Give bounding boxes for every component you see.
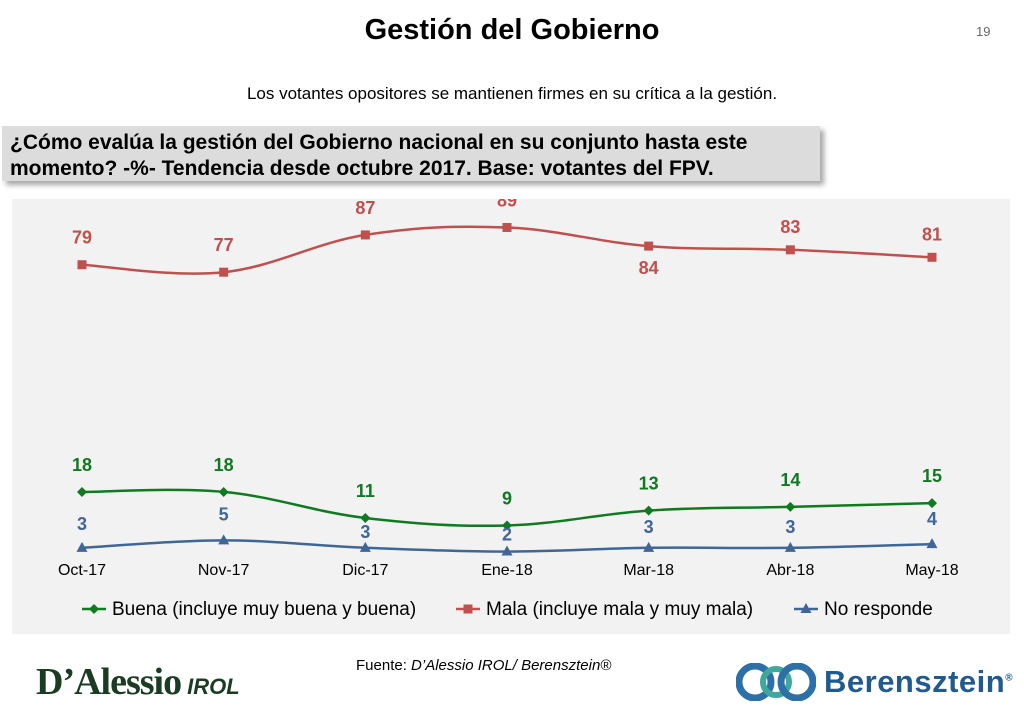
data-label-no_responde-2: 3: [360, 522, 370, 542]
data-label-buena-0: 18: [72, 455, 92, 475]
data-label-mala-1: 77: [214, 235, 234, 255]
data-point-buena-3: [502, 520, 512, 531]
x-tick-label-5: Abr-18: [766, 562, 814, 579]
data-label-no_responde-1: 5: [219, 504, 229, 524]
data-label-buena-4: 13: [639, 474, 659, 494]
data-point-no_responde-1: [218, 534, 230, 545]
data-label-mala-6: 81: [922, 224, 942, 244]
slide-title: Gestión del Gobierno: [364, 14, 660, 46]
data-label-buena-5: 14: [780, 470, 800, 490]
data-label-buena-3: 9: [502, 488, 512, 508]
data-point-mala-2: [360, 230, 370, 240]
data-label-mala-5: 83: [780, 217, 800, 237]
data-point-buena-6: [927, 498, 937, 509]
data-label-buena-1: 18: [214, 455, 234, 475]
x-tick-label-2: Dic-17: [342, 562, 388, 579]
dalessio-logo: D’Alessio IROL: [36, 660, 240, 704]
legend-label-buena: Buena (incluye muy buena y buena): [112, 599, 416, 620]
dalessio-logo-sub: IROL: [187, 674, 240, 699]
data-label-buena-6: 15: [922, 466, 942, 486]
x-tick-label-6: May-18: [905, 562, 958, 579]
data-point-buena-1: [218, 486, 229, 497]
source-note: Fuente: D’Alessio IROL/ Berensztein®: [356, 657, 611, 674]
page-number: 19: [976, 24, 991, 39]
data-point-mala-5: [785, 245, 795, 255]
data-point-no_responde-5: [784, 541, 796, 552]
data-point-mala-0: [77, 260, 87, 270]
data-point-no_responde-4: [643, 541, 655, 552]
data-point-buena-5: [785, 501, 796, 512]
data-label-no_responde-6: 4: [927, 509, 937, 529]
x-tick-label-3: Ene-18: [481, 562, 533, 579]
data-label-no_responde-0: 3: [77, 514, 87, 534]
chart-panel: 18 18 11 9 13 14 15 79 77 87 89 84 83 81 3 5 3 2 3 3 4 Oct-17…: [12, 199, 1010, 634]
data-point-mala-6: [927, 252, 937, 262]
series-line-mala: [81, 225, 933, 275]
data-label-mala-3: 89: [497, 199, 517, 210]
data-point-mala-3: [502, 222, 512, 232]
data-point-buena-2: [360, 513, 371, 524]
berensztein-name-text: Berensztein: [824, 664, 1006, 699]
data-label-no_responde-3: 2: [502, 525, 512, 545]
berensztein-logo-name: Berensztein®: [824, 664, 1013, 700]
data-label-mala-4: 84: [639, 258, 659, 278]
data-point-buena-0: [77, 486, 87, 497]
berensztein-logo: Berensztein®: [736, 660, 1013, 704]
data-point-mala-4: [644, 241, 654, 251]
x-tick-label-0: Oct-17: [58, 562, 106, 579]
x-tick-label-1: Nov-17: [198, 562, 250, 579]
data-point-no_responde-2: [359, 541, 371, 552]
data-label-no_responde-5: 3: [785, 517, 795, 537]
berensztein-reg: ®: [1005, 672, 1014, 684]
x-tick-label-4: Mar-18: [623, 562, 674, 579]
legend-marker-mala: [463, 604, 473, 614]
legend-marker-no_responde: [800, 603, 812, 613]
data-point-no_responde-3: [501, 545, 513, 556]
legend-marker-buena: [89, 604, 99, 614]
line-chart: 18 18 11 9 13 14 15 79 77 87 89 84 83 81 3 5 3 2 3 3 4 Oct-17…: [58, 199, 959, 620]
legend-label-mala: Mala (incluye mala y muy mala): [486, 599, 753, 620]
berensztein-mark-icon: [736, 663, 816, 701]
source-prefix: Fuente:: [356, 657, 412, 674]
data-label-mala-0: 79: [72, 228, 92, 248]
data-label-mala-2: 87: [355, 199, 375, 218]
data-point-no_responde-0: [76, 541, 88, 552]
source-text: D’Alessio IROL/ Berensztein®: [411, 657, 612, 674]
data-label-buena-2: 11: [356, 481, 375, 501]
data-point-mala-1: [219, 267, 229, 277]
legend-label-no_responde: No responde: [824, 599, 933, 620]
data-label-no_responde-4: 3: [644, 517, 654, 537]
data-point-buena-4: [643, 505, 654, 516]
slide-subtitle: Los votantes opositores se mantienen fir…: [246, 84, 778, 103]
question-box: ¿Cómo evalúa la gestión del Gobierno nac…: [2, 126, 820, 181]
data-point-no_responde-6: [926, 538, 938, 549]
dalessio-logo-main: D’Alessio: [36, 661, 182, 703]
